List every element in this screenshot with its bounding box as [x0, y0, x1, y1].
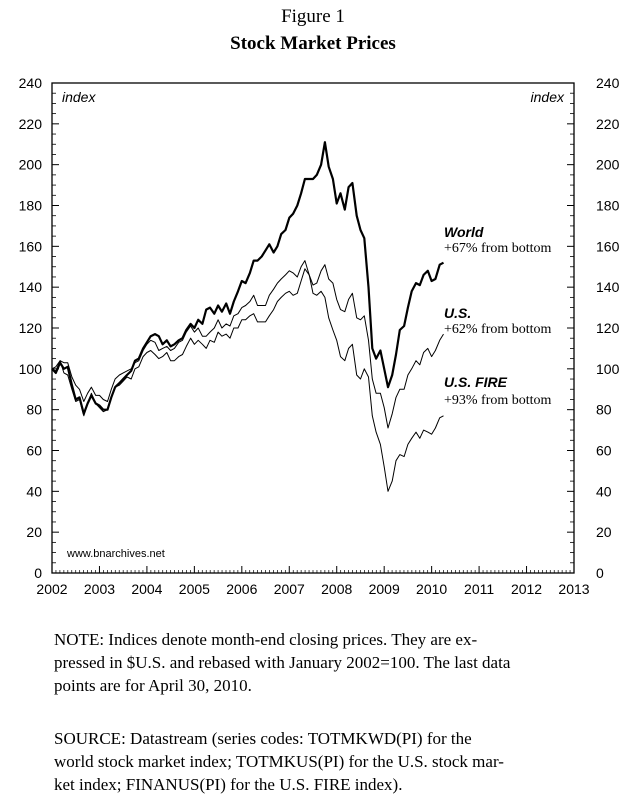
note-text: NOTE: Indices denote month-end closing p… [54, 628, 574, 697]
x-tick-label: 2008 [321, 581, 352, 597]
series-line-world [51, 141, 445, 415]
y-tick-label-left: 20 [26, 524, 42, 540]
y-tick-label-right: 20 [596, 524, 612, 540]
y-tick-label-right: 80 [596, 402, 612, 418]
stock-price-chart: 0 0 20 20 40 40 60 60 80 80 100 100 120 120 140 140 160 1… [19, 75, 620, 597]
y-tick-label-left: 80 [26, 402, 42, 418]
x-tick-label: 2009 [369, 581, 400, 597]
y-tick-label-left: 160 [19, 238, 43, 254]
x-tick-label: 2013 [558, 581, 589, 597]
x-tick-label: 2010 [416, 581, 447, 597]
source-line: SOURCE: Datastream (series codes: TOTMKW… [54, 729, 472, 748]
y-tick-label-left: 40 [26, 483, 42, 499]
y-tick-label-left: 220 [19, 116, 43, 132]
x-tick-label: 2011 [464, 581, 494, 597]
series-label-us: U.S. [444, 305, 471, 321]
series-line-u-s [51, 264, 444, 429]
x-tick-label: 2005 [179, 581, 210, 597]
source-line: ket index; FINANUS(PI) for the U.S. FIRE… [54, 775, 403, 794]
y-tick-label-left: 0 [34, 565, 42, 581]
x-tick-label: 2002 [36, 581, 67, 597]
y-tick-label-right: 60 [596, 443, 612, 459]
y-tick-label-left: 180 [19, 198, 43, 214]
chart-title: Stock Market Prices [230, 33, 396, 54]
y-tick-label-right: 100 [596, 361, 620, 377]
series-lines [51, 141, 445, 492]
note-line: pressed in $U.S. and rebased with Januar… [54, 653, 511, 672]
left-axis-label: index [62, 89, 96, 105]
y-tick-label-right: 240 [596, 75, 620, 91]
note-line: NOTE: Indices denote month-end closing p… [54, 630, 478, 649]
x-tick-label: 2012 [511, 581, 542, 597]
y-tick-label-left: 100 [19, 361, 43, 377]
y-tick-label-left: 140 [19, 279, 43, 295]
series-label-us-fire: U.S. FIRE [444, 374, 508, 390]
y-tick-label-left: 120 [19, 320, 43, 336]
figure-label: Figure 1 [281, 6, 345, 27]
right-axis-label: index [531, 89, 565, 105]
y-tick-label-right: 120 [596, 320, 620, 336]
note-line: points are for April 30, 2010. [54, 676, 252, 695]
y-tick-label-right: 200 [596, 157, 620, 173]
y-tick-label-right: 140 [596, 279, 620, 295]
y-tick-label-left: 240 [19, 75, 43, 91]
y-tick-label-left: 200 [19, 157, 43, 173]
axes: 0 0 20 20 40 40 60 60 80 80 100 100 120 120 140 140 160 1… [19, 75, 620, 597]
y-tick-label-left: 60 [26, 443, 42, 459]
series-line-u-s-fire [51, 260, 444, 492]
y-tick-label-right: 160 [596, 238, 620, 254]
chart-labels: index index www.bnarchives.net World +67… [62, 89, 565, 560]
x-tick-label: 2006 [226, 581, 257, 597]
watermark-text: www.bnarchives.net [66, 548, 165, 560]
source-line: world stock market index; TOTMKUS(PI) fo… [54, 752, 504, 771]
source-text: SOURCE: Datastream (series codes: TOTMKW… [54, 727, 574, 796]
y-tick-label-right: 220 [596, 116, 620, 132]
x-tick-label: 2007 [274, 581, 305, 597]
x-tick-label: 2003 [84, 581, 115, 597]
series-note-world: +67% from bottom [444, 241, 552, 256]
y-tick-label-right: 0 [596, 565, 604, 581]
y-tick-label-right: 180 [596, 198, 620, 214]
x-tick-label: 2004 [131, 581, 162, 597]
y-tick-label-right: 40 [596, 483, 612, 499]
series-note-us-fire: +93% from bottom [444, 393, 552, 408]
series-note-us: +62% from bottom [444, 322, 552, 337]
series-label-world: World [444, 224, 484, 240]
